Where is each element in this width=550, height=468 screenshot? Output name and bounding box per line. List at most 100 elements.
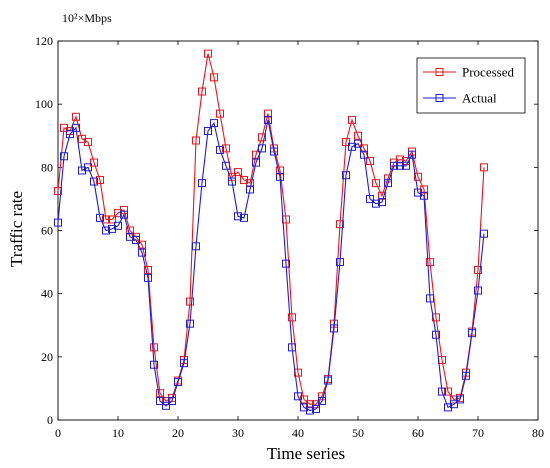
data-point bbox=[336, 220, 344, 229]
data-point bbox=[210, 119, 218, 128]
data-point bbox=[306, 406, 314, 415]
data-point bbox=[480, 229, 488, 238]
data-point bbox=[264, 109, 272, 118]
data-point bbox=[324, 376, 332, 385]
data-point bbox=[276, 166, 284, 175]
data-point bbox=[294, 368, 302, 377]
data-point bbox=[72, 112, 80, 121]
data-point bbox=[258, 144, 266, 153]
data-point bbox=[456, 395, 464, 404]
data-point bbox=[426, 258, 434, 267]
data-point bbox=[366, 157, 374, 166]
y-tick-label: 80 bbox=[41, 160, 53, 174]
data-point bbox=[390, 161, 398, 170]
data-point bbox=[354, 131, 362, 140]
data-point bbox=[432, 313, 440, 322]
data-point bbox=[426, 294, 434, 303]
data-point bbox=[468, 329, 476, 338]
data-point bbox=[132, 235, 140, 244]
y-tick-label: 100 bbox=[35, 97, 53, 111]
x-tick-label: 30 bbox=[232, 426, 244, 440]
x-tick-label: 0 bbox=[55, 426, 61, 440]
data-point bbox=[192, 242, 200, 251]
data-point bbox=[450, 400, 458, 409]
data-point bbox=[288, 343, 296, 352]
legend-marker bbox=[435, 68, 444, 76]
data-point bbox=[354, 139, 362, 148]
data-point bbox=[474, 286, 482, 295]
x-tick-label: 80 bbox=[532, 426, 544, 440]
data-point bbox=[252, 158, 260, 167]
data-point bbox=[192, 136, 200, 145]
data-point bbox=[366, 194, 374, 203]
y-axis-ticks: 0 20 40 60 80 100 120 bbox=[35, 34, 538, 427]
data-point bbox=[414, 172, 422, 181]
data-point bbox=[216, 109, 224, 118]
data-point bbox=[180, 359, 188, 368]
series-actual bbox=[54, 115, 488, 415]
data-point bbox=[474, 265, 482, 274]
data-point bbox=[378, 191, 386, 200]
x-tick-label: 20 bbox=[172, 426, 184, 440]
x-tick-label: 60 bbox=[412, 426, 424, 440]
data-point bbox=[270, 147, 278, 156]
data-point bbox=[114, 221, 122, 230]
data-point bbox=[126, 226, 134, 235]
legend: Processed Actual bbox=[416, 57, 526, 114]
data-point bbox=[288, 313, 296, 322]
data-point bbox=[54, 187, 62, 196]
legend-item-processed: Processed bbox=[423, 65, 514, 80]
y-tick-label: 20 bbox=[41, 350, 53, 364]
series-layer bbox=[54, 49, 488, 415]
data-point bbox=[342, 138, 350, 147]
data-point bbox=[336, 258, 344, 267]
data-point bbox=[384, 179, 392, 188]
data-point bbox=[96, 213, 104, 222]
data-point bbox=[204, 127, 212, 136]
data-point bbox=[396, 155, 404, 164]
data-point bbox=[432, 330, 440, 339]
data-point bbox=[84, 163, 92, 172]
data-point bbox=[90, 158, 98, 167]
x-axis-ticks: 0 10 20 30 40 50 60 70 80 bbox=[55, 41, 544, 440]
data-point bbox=[450, 395, 458, 404]
data-point bbox=[66, 130, 74, 139]
y-tick-label: 120 bbox=[35, 34, 53, 48]
data-point bbox=[234, 168, 242, 177]
data-point bbox=[168, 397, 176, 406]
data-point bbox=[150, 343, 158, 352]
x-tick-label: 40 bbox=[292, 426, 304, 440]
data-point bbox=[258, 133, 266, 142]
legend-label: Processed bbox=[462, 65, 514, 80]
data-point bbox=[264, 115, 272, 124]
data-point bbox=[378, 198, 386, 207]
data-point bbox=[348, 115, 356, 124]
data-point bbox=[360, 150, 368, 159]
x-tick-label: 50 bbox=[352, 426, 364, 440]
data-point bbox=[444, 387, 452, 396]
legend-item-actual: Actual bbox=[423, 91, 497, 106]
data-point bbox=[216, 145, 224, 154]
data-point bbox=[108, 215, 116, 224]
data-point bbox=[156, 397, 164, 406]
data-point bbox=[120, 205, 128, 214]
data-point bbox=[342, 171, 350, 180]
data-point bbox=[246, 185, 254, 194]
x-axis-title: Time series bbox=[267, 444, 345, 463]
y-axis-title: Traffic rate bbox=[7, 191, 26, 267]
data-point bbox=[186, 297, 194, 306]
data-point bbox=[408, 150, 416, 159]
legend-box bbox=[416, 57, 526, 114]
data-point bbox=[312, 404, 320, 413]
data-point bbox=[228, 177, 236, 186]
data-point bbox=[480, 163, 488, 172]
data-point bbox=[174, 378, 182, 387]
data-point bbox=[54, 218, 62, 227]
y-tick-label: 40 bbox=[41, 287, 53, 301]
data-point bbox=[120, 210, 128, 219]
data-point bbox=[222, 161, 230, 170]
data-point bbox=[402, 157, 410, 166]
data-point bbox=[276, 172, 284, 181]
data-point bbox=[96, 175, 104, 184]
